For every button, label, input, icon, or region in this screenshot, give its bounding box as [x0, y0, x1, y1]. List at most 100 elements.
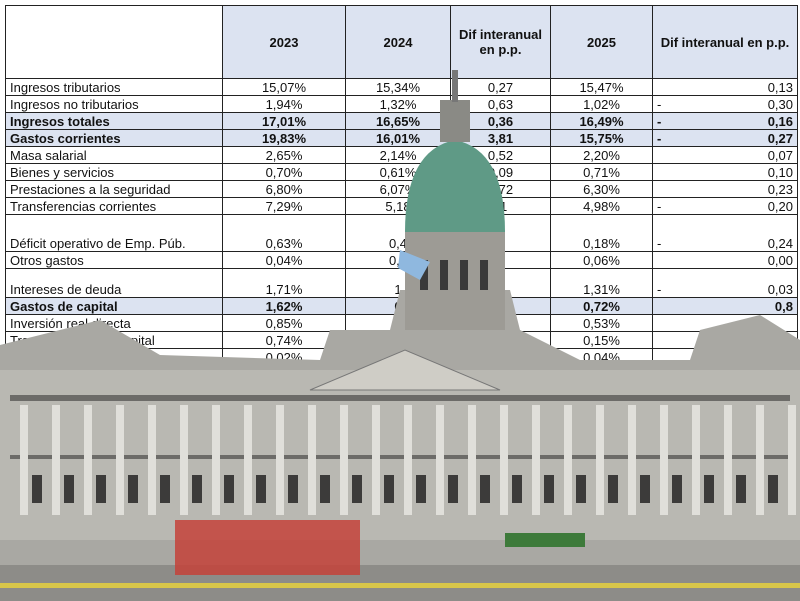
column [596, 405, 604, 515]
window [768, 475, 778, 503]
column [244, 405, 252, 515]
column [340, 405, 348, 515]
value-2025: 0,04% [550, 348, 653, 366]
value-2025: 0,15% [550, 331, 653, 349]
dif-2024: 0,72 [450, 180, 551, 198]
window [352, 475, 362, 503]
value-2025: 6,30% [550, 180, 653, 198]
table-row: Gastos corrientes 19,83% 16,01% 3,81 15,75% -… [5, 129, 798, 147]
column [180, 405, 188, 515]
row-label: Ingresos totales [5, 112, 223, 130]
value-2024: 16,65% [345, 112, 451, 130]
header-2024: 2024 [345, 5, 451, 79]
dif-2025: - 0,20 [652, 197, 798, 215]
negative-sign: - [657, 198, 662, 214]
dif-value: 0,24 [767, 236, 793, 251]
value-2023: 7,29% [222, 197, 346, 215]
window [512, 475, 522, 503]
window [256, 475, 266, 503]
value-2023: 2,65% [222, 146, 346, 164]
window [480, 475, 490, 503]
table-row: Bienes y servicios 0,70% 0,61% 0,09 0,71% 0,1… [5, 163, 798, 181]
column [372, 405, 380, 515]
value-2025: 15,47% [550, 78, 653, 96]
value-2023: 0,70% [222, 163, 346, 181]
row-label: Prestaciones a la seguridad [5, 180, 223, 198]
column [628, 405, 636, 515]
value-2024 [345, 314, 451, 332]
value-2024: 2,14% [345, 146, 451, 164]
column [468, 405, 476, 515]
value-2024 [345, 348, 451, 366]
window [192, 475, 202, 503]
value-2024: 0,4 [345, 214, 451, 252]
window [640, 475, 650, 503]
table-row: Ingresos totales 17,01% 16,65% 0,36 16,49% - 0… [5, 112, 798, 130]
column [564, 405, 572, 515]
dif-2025 [652, 348, 798, 366]
column [756, 405, 764, 515]
column [52, 405, 60, 515]
value-2025: 1,02% [550, 95, 653, 113]
table-row: Transferencias corrientes 7,29% 5,18 11 4,98… [5, 197, 798, 215]
value-2024: 0 [345, 297, 451, 315]
dif-2024: 0,52 [450, 146, 551, 164]
value-2023: 0,74% [222, 331, 346, 349]
row-label: Intereses de deuda [5, 268, 223, 298]
value-2024: 15,34% [345, 78, 451, 96]
value-2023: 19,83% [222, 129, 346, 147]
value-2025: 15,75% [550, 129, 653, 147]
dif-2024: 1 [450, 214, 551, 252]
column [436, 405, 444, 515]
negative-sign: - [657, 96, 662, 112]
column [276, 405, 284, 515]
negative-sign: - [657, 113, 662, 129]
value-2024: 0,0 [345, 251, 451, 269]
value-2023: 15,07% [222, 78, 346, 96]
row-label: Déficit operativo de Emp. Púb. [5, 214, 223, 252]
row-label: Ingresos tributarios [5, 78, 223, 96]
column [660, 405, 668, 515]
window [544, 475, 554, 503]
value-2023: 1,62% [222, 297, 346, 315]
dif-value: 0,13 [767, 79, 793, 95]
value-2023: 6,80% [222, 180, 346, 198]
value-2023: 17,01% [222, 112, 346, 130]
negative-sign: - [657, 130, 662, 146]
dif-value: 0,07 [767, 147, 793, 163]
dif-2025: - 0,16 [652, 112, 798, 130]
dif-2025: 0,00 [652, 251, 798, 269]
column [148, 405, 156, 515]
value-2023: 0,63% [222, 214, 346, 252]
value-2025: 0,71% [550, 163, 653, 181]
value-2025: 4,98% [550, 197, 653, 215]
row-label: Gastos de capital [5, 297, 223, 315]
value-2023: 0,04% [222, 251, 346, 269]
dif-2025: 0,8 [652, 297, 798, 315]
table-row: Ingresos tributarios 15,07% 15,34% 0,27 15,4… [5, 78, 798, 96]
dif-2025: - 0,30 [652, 95, 798, 113]
dif-2024: 3,81 [450, 129, 551, 147]
dif-2024: 2 [450, 251, 551, 269]
column [500, 405, 508, 515]
dif-2024: 0,36 [450, 112, 551, 130]
dif-2025: 0,13 [652, 78, 798, 96]
column [532, 405, 540, 515]
dif-2024: 0,09 [450, 163, 551, 181]
window [320, 475, 330, 503]
window [416, 475, 426, 503]
column [724, 405, 732, 515]
dif-2025: 0,23 [652, 180, 798, 198]
dif-2024 [450, 348, 551, 366]
window [448, 475, 458, 503]
value-2023: 1,94% [222, 95, 346, 113]
column [84, 405, 92, 515]
value-2025: 16,49% [550, 112, 653, 130]
table-row: Masa salarial 2,65% 2,14% 0,52 2,20% 0,07 [5, 146, 798, 164]
header-2025: 2025 [550, 5, 653, 79]
dif-value: 0,10 [767, 164, 793, 180]
value-2024: 1,32% [345, 95, 451, 113]
row-label [5, 348, 223, 366]
row-label: Masa salarial [5, 146, 223, 164]
value-2024: 0,61% [345, 163, 451, 181]
